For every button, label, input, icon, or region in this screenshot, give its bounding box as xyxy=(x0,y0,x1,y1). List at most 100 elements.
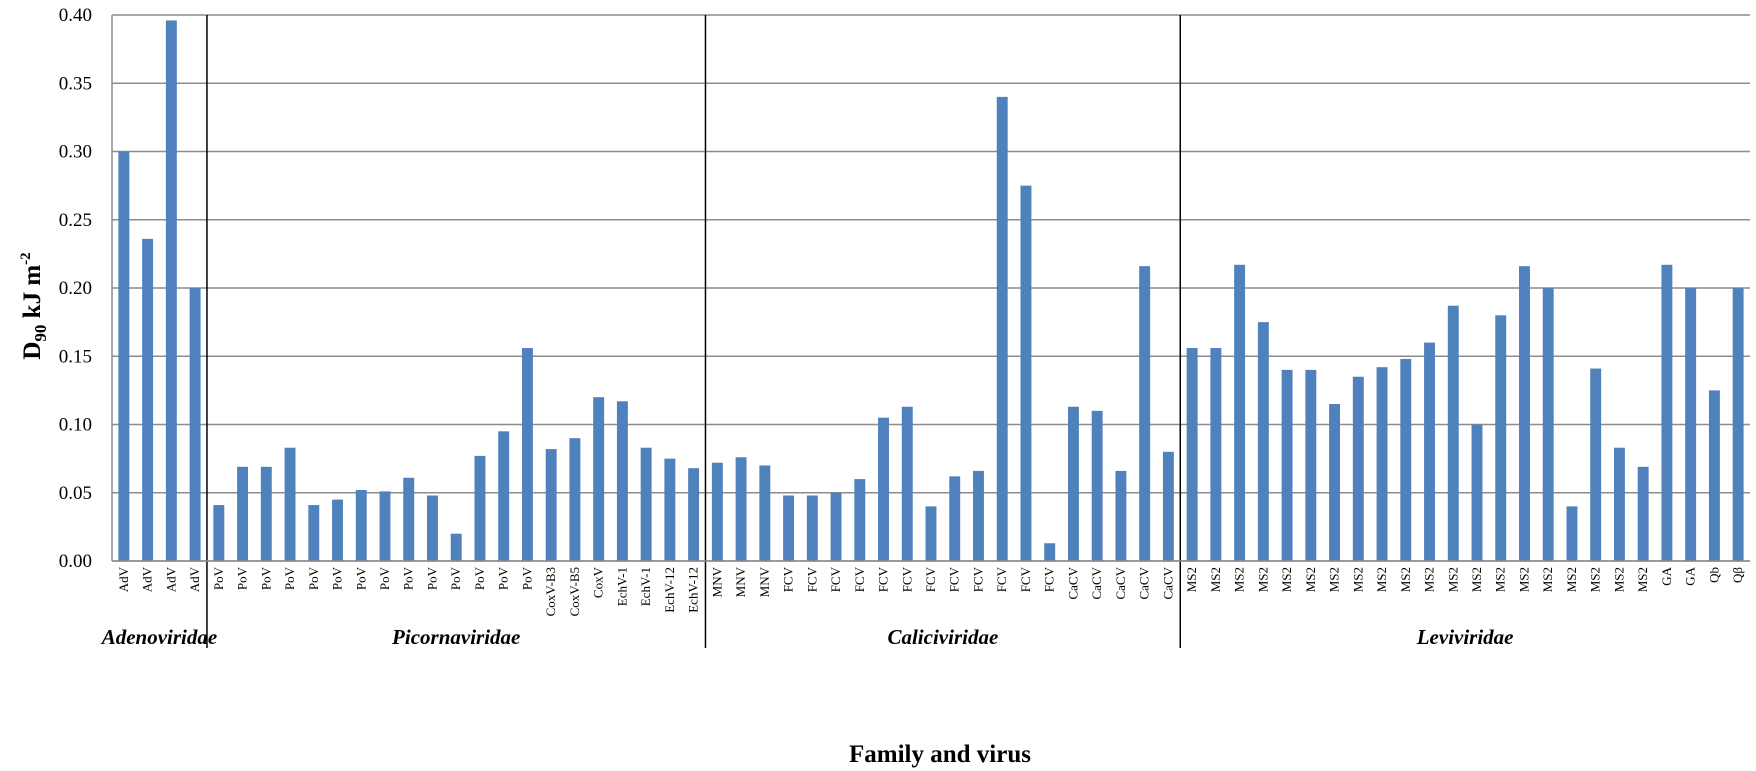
y-tick-label: 0.15 xyxy=(59,346,92,367)
y-tick-label: 0.35 xyxy=(59,73,92,94)
x-tick-label: MS2 xyxy=(1635,567,1650,592)
x-tick-label: MS2 xyxy=(1493,567,1508,592)
bar xyxy=(640,447,652,561)
x-tick-label: FCV xyxy=(852,566,867,592)
x-axis-title: Family and virus xyxy=(849,741,1031,768)
bar xyxy=(830,492,842,561)
x-tick-label: CaCV xyxy=(1160,566,1175,599)
bar xyxy=(1020,185,1032,561)
y-tick-label: 0.05 xyxy=(59,483,92,504)
bar xyxy=(450,533,462,561)
x-tick-label: PoV xyxy=(448,566,463,590)
bar xyxy=(403,477,415,561)
x-tick-label: CoxV-B3 xyxy=(543,567,558,616)
bar xyxy=(1329,404,1341,561)
x-tick-label: AdV xyxy=(116,566,131,592)
bar xyxy=(1685,288,1697,561)
x-tick-label: MS2 xyxy=(1422,567,1437,592)
x-tick-label: MS2 xyxy=(1611,567,1626,592)
bar xyxy=(711,462,723,561)
x-tick-label: PoV xyxy=(353,566,368,590)
bar xyxy=(783,495,795,561)
bar xyxy=(260,466,272,561)
bar xyxy=(996,96,1008,562)
x-tick-label: FCV xyxy=(923,566,938,592)
bar xyxy=(1115,470,1127,561)
x-tick-label: MS2 xyxy=(1350,567,1365,592)
group-label: Adenoviridae xyxy=(100,625,218,649)
bar xyxy=(1044,543,1056,561)
x-tick-label: Qβ xyxy=(1730,567,1745,583)
y-axis-title-unit: kJ m xyxy=(19,265,46,325)
x-tick-label: CaCV xyxy=(1089,566,1104,599)
x-tick-label: MS2 xyxy=(1279,567,1294,592)
x-tick-label: MS2 xyxy=(1540,567,1555,592)
x-tick-label: FCV xyxy=(970,566,985,592)
x-tick-label: PoV xyxy=(496,566,511,590)
bar xyxy=(1210,348,1222,561)
y-tick-label: 0.30 xyxy=(59,142,92,163)
x-tick-label: FCV xyxy=(1042,566,1057,592)
x-tick-label: MS2 xyxy=(1327,567,1342,592)
bar xyxy=(735,457,747,561)
bar xyxy=(1352,376,1364,561)
bar xyxy=(1708,390,1720,561)
y-tick-label: 0.00 xyxy=(59,551,92,572)
bar xyxy=(284,447,296,561)
bar xyxy=(1281,369,1293,561)
bar xyxy=(1637,466,1649,561)
x-tick-label: MS2 xyxy=(1398,567,1413,592)
bar xyxy=(165,20,177,561)
group-label: Picornaviridae xyxy=(391,625,520,649)
bar xyxy=(1186,348,1198,561)
y-tick-label: 0.40 xyxy=(59,5,92,26)
bar xyxy=(1091,410,1103,561)
x-tick-label: MS2 xyxy=(1374,567,1389,592)
x-tick-label: PoV xyxy=(472,566,487,590)
bar xyxy=(1613,447,1625,561)
bar xyxy=(118,151,130,561)
bar xyxy=(1519,266,1530,561)
x-tick-label: EchV-1 xyxy=(638,567,653,606)
x-tick-label: EchV-12 xyxy=(662,567,677,613)
y-axis-title-sup: -2 xyxy=(18,252,34,265)
bar xyxy=(1162,451,1174,561)
bar xyxy=(806,495,818,561)
x-tick-label: MS2 xyxy=(1516,567,1531,592)
y-axis-title-sub: 90 xyxy=(31,325,50,342)
x-tick-label: PoV xyxy=(330,566,345,590)
bar xyxy=(308,505,320,561)
bar xyxy=(1471,424,1483,561)
x-tick-label: EchV-12 xyxy=(686,567,701,613)
bar xyxy=(1590,368,1602,561)
bar xyxy=(1495,315,1507,561)
bar xyxy=(521,348,533,561)
x-tick-label: PoV xyxy=(519,566,534,590)
x-tick-label: PoV xyxy=(424,566,439,590)
x-tick-label: MNV xyxy=(757,566,772,597)
bars xyxy=(118,20,1744,562)
x-tick-label: CoxV-B5 xyxy=(567,567,582,616)
x-tick-label: FCV xyxy=(947,566,962,592)
bar xyxy=(379,491,391,561)
x-tick-label: CaCV xyxy=(1065,566,1080,599)
group-labels: Adenoviridae Picornaviridae Caliciviridae L… xyxy=(100,625,1514,649)
x-tick-label: MS2 xyxy=(1232,567,1247,592)
x-tick-label: MS2 xyxy=(1184,567,1199,592)
y-tick-label: 0.10 xyxy=(59,415,92,436)
x-tick-label: PoV xyxy=(401,566,416,590)
x-tick-label: MS2 xyxy=(1469,567,1484,592)
bar xyxy=(688,468,700,561)
bar xyxy=(427,495,438,561)
x-tick-label: FCV xyxy=(994,566,1009,592)
x-tick-label: Qb xyxy=(1706,567,1721,583)
x-tick-label: CoxV xyxy=(591,566,606,598)
bar xyxy=(213,505,225,561)
group-label: Leviviridae xyxy=(1416,625,1514,649)
bar xyxy=(355,490,367,561)
x-tick-label: MNV xyxy=(733,566,748,597)
y-tick-labels: 0.00 0.05 0.10 0.15 0.20 0.25 0.30 0.35 0.40 xyxy=(59,5,92,572)
bar xyxy=(1376,367,1388,561)
group-label: Caliciviridae xyxy=(887,625,998,649)
